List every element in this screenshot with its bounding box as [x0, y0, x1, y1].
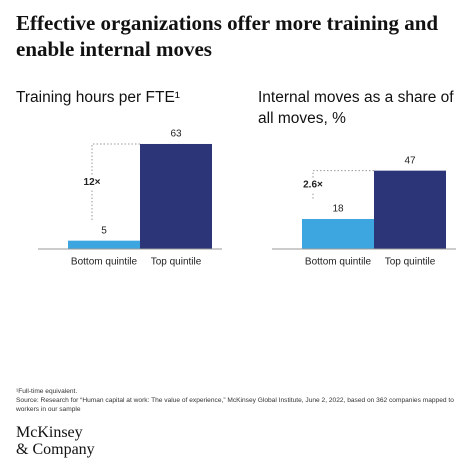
chart-title: Internal moves as a share of all moves, … [258, 89, 454, 127]
logo-line: McKinsey [16, 424, 83, 441]
value-label: 18 [332, 204, 344, 215]
value-label: 47 [404, 155, 416, 166]
value-label: 63 [170, 129, 182, 140]
logo: McKinsey & Company [16, 424, 95, 458]
bracket [312, 170, 374, 199]
annotation: 2.6× [303, 179, 323, 190]
annotation-bg [78, 175, 106, 190]
bracket [91, 143, 140, 221]
x-tick-label: Bottom quintile [71, 257, 138, 268]
footnote: ¹Full-time equivalent. [16, 388, 78, 395]
bar [68, 240, 140, 249]
bar [374, 170, 446, 249]
logo-line: & Company [16, 441, 95, 458]
value-label: 5 [101, 225, 107, 236]
bar [302, 218, 374, 249]
x-tick-label: Bottom quintile [305, 257, 372, 268]
chart-title: Training hours per FTE¹ [16, 89, 180, 106]
footnotes: ¹Full-time equivalent. Source: Research … [16, 387, 466, 414]
x-tick-label: Top quintile [151, 257, 202, 268]
annotation: 12× [84, 177, 101, 188]
annotation-bg [299, 177, 327, 192]
source: Source: Research for “Human capital at w… [16, 397, 454, 413]
bar [140, 143, 212, 249]
charts: 5 Bottom quintile 63 Top quintile 12× 18 Botto… [38, 129, 456, 268]
x-tick-label: Top quintile [385, 257, 436, 268]
title: Effective organizations offer more train… [16, 11, 439, 61]
